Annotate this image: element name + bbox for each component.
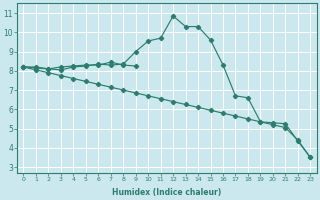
X-axis label: Humidex (Indice chaleur): Humidex (Indice chaleur) — [112, 188, 221, 197]
